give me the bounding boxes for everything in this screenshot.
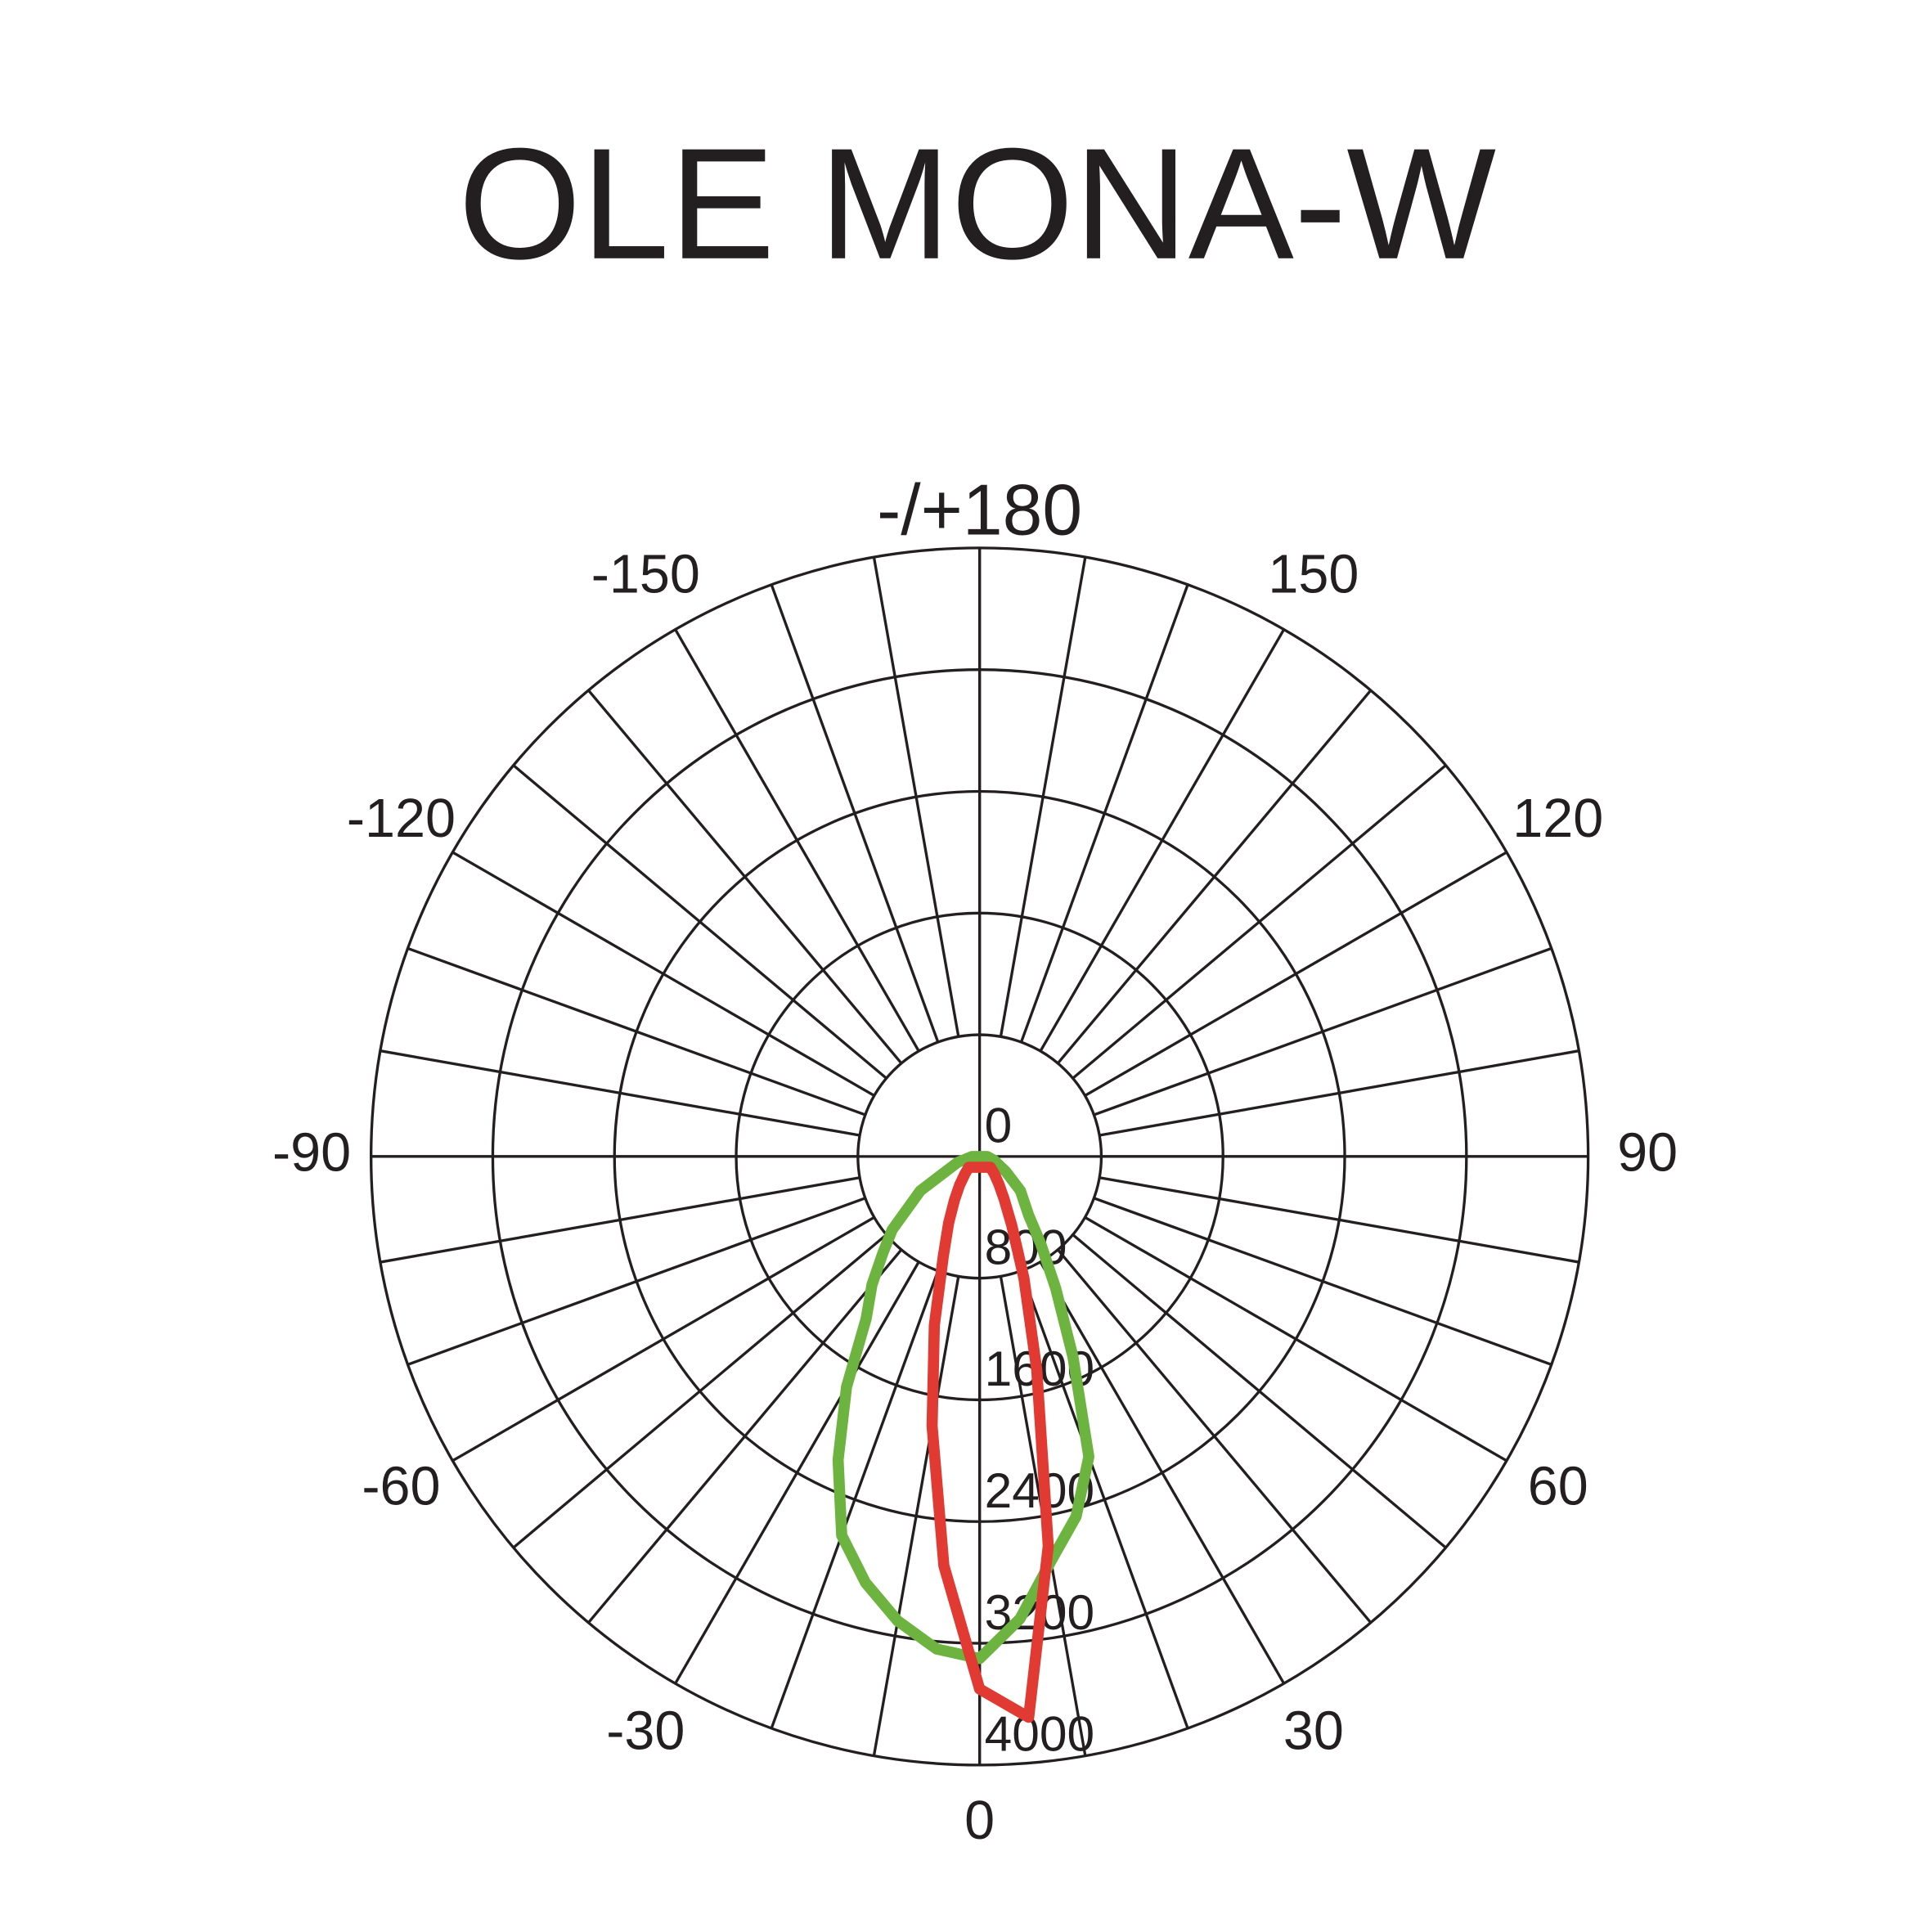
intensity-curve bbox=[832, 1151, 1094, 1665]
theta-tick-label: -/+180 bbox=[877, 470, 1082, 550]
spoke bbox=[407, 1197, 866, 1366]
spoke bbox=[1057, 1248, 1373, 1624]
spoke bbox=[1039, 628, 1286, 1052]
spoke bbox=[1093, 1197, 1552, 1366]
spoke bbox=[380, 1049, 860, 1137]
spoke bbox=[1084, 1215, 1507, 1462]
intensity-curve bbox=[926, 1161, 1054, 1723]
spoke bbox=[674, 1260, 920, 1685]
spoke bbox=[587, 689, 903, 1064]
spoke bbox=[452, 851, 875, 1097]
spoke bbox=[770, 1270, 940, 1729]
spoke bbox=[1057, 689, 1373, 1064]
theta-tick-label: -90 bbox=[272, 1122, 351, 1183]
spoke bbox=[1072, 1233, 1447, 1549]
spoke bbox=[1093, 946, 1552, 1117]
chart-title: OLE MONA-W bbox=[458, 116, 1496, 293]
spoke bbox=[452, 1215, 875, 1462]
spoke bbox=[587, 1248, 903, 1624]
spoke bbox=[674, 628, 920, 1052]
spoke bbox=[512, 764, 887, 1080]
spoke bbox=[407, 946, 866, 1117]
spoke bbox=[380, 1176, 860, 1264]
theta-tick-label: 90 bbox=[1617, 1122, 1678, 1183]
spoke bbox=[1099, 1176, 1579, 1264]
spoke bbox=[872, 556, 960, 1037]
spoke bbox=[512, 1233, 887, 1549]
spoke bbox=[770, 584, 940, 1043]
theta-tick-label: -30 bbox=[606, 1701, 685, 1762]
r-tick-label: 0 bbox=[985, 1098, 1013, 1153]
theta-tick-label: 0 bbox=[964, 1790, 995, 1851]
spoke bbox=[1099, 1049, 1579, 1137]
spoke bbox=[872, 1276, 960, 1756]
r-tick-label: 4000 bbox=[985, 1706, 1095, 1762]
spoke bbox=[1084, 851, 1507, 1097]
theta-tick-label: 150 bbox=[1268, 544, 1359, 604]
theta-tick-label: 120 bbox=[1512, 789, 1603, 849]
spoke bbox=[1019, 584, 1189, 1043]
theta-tick-label: -60 bbox=[362, 1457, 440, 1517]
theta-tick-label: 30 bbox=[1283, 1701, 1344, 1762]
spoke bbox=[1019, 1270, 1189, 1729]
theta-tick-label: -150 bbox=[591, 544, 700, 604]
theta-tick-label: -120 bbox=[347, 789, 456, 849]
theta-tick-label: 60 bbox=[1528, 1457, 1588, 1517]
spoke bbox=[1072, 764, 1447, 1080]
spoke bbox=[1039, 1260, 1286, 1685]
spoke bbox=[999, 556, 1087, 1037]
